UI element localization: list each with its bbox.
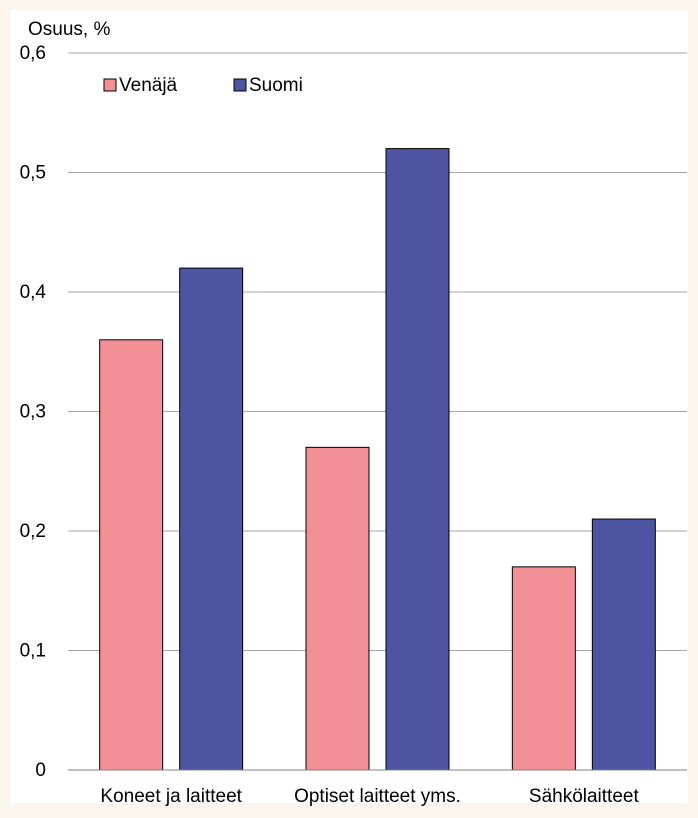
x-tick-label: Koneet ja laitteet xyxy=(100,786,242,807)
y-tick-label: 0 xyxy=(35,760,46,781)
y-tick-label: 0,4 xyxy=(20,282,47,303)
legend: Venäjä Suomi xyxy=(103,75,303,96)
legend-swatch xyxy=(103,78,117,92)
bar xyxy=(99,339,164,771)
bar xyxy=(511,566,576,771)
y-tick-label: 0,1 xyxy=(20,641,46,662)
y-tick-label: 0,6 xyxy=(20,43,46,64)
bar xyxy=(591,518,656,771)
axes: 0 0,1 0,2 0,3 0,4 0,5 0,6 Koneet ja laitteet Opt… xyxy=(20,43,687,807)
bar xyxy=(305,446,370,771)
y-tick-label: 0,5 xyxy=(20,163,46,184)
x-tick-label: Optiset laitteet yms. xyxy=(294,786,461,807)
y-axis-title: Osuus, % xyxy=(28,19,110,40)
bar xyxy=(385,148,450,771)
gridlines xyxy=(68,52,687,651)
y-tick-label: 0,2 xyxy=(20,521,46,542)
x-tick-label: Sähkölaitteet xyxy=(529,786,640,807)
y-tick-label: 0,3 xyxy=(20,402,46,423)
bar xyxy=(179,267,244,771)
bars xyxy=(99,148,656,771)
legend-label: Venäjä xyxy=(119,75,178,96)
legend-swatch xyxy=(233,78,247,92)
legend-label: Suomi xyxy=(249,75,303,96)
